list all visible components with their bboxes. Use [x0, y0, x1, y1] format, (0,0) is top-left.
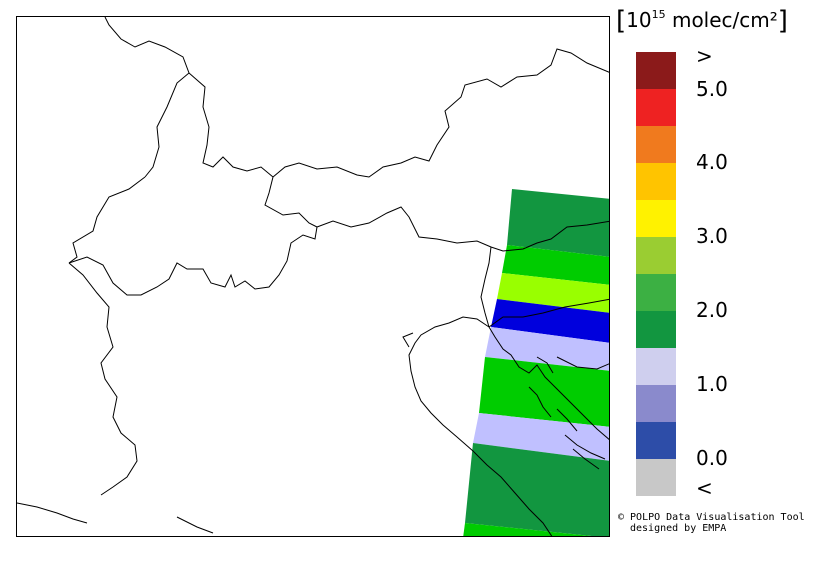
legend-swatch [636, 385, 676, 422]
legend-label: 4.0 [696, 150, 728, 174]
swath-band [497, 273, 609, 313]
border-switzerland-south [68, 226, 318, 296]
border-slovenia-croatia [488, 298, 609, 328]
legend-swatch [636, 311, 676, 348]
swath-band [485, 327, 609, 371]
legend-label: 1.0 [696, 372, 728, 396]
coast-italy-adriatic [408, 316, 553, 536]
swath-band [491, 299, 609, 343]
swath-band [479, 357, 609, 427]
swath-band [507, 189, 609, 257]
border-czech [272, 48, 609, 178]
legend-swatch [636, 274, 676, 311]
coast-croatia-islands [528, 356, 606, 470]
legend-swatch [636, 459, 676, 496]
border-france-italy [68, 262, 138, 496]
legend-label: 0.0 [696, 446, 728, 470]
unit-bracket-close: ] [777, 6, 788, 36]
legend-label: 2.0 [696, 298, 728, 322]
border-croatia-bosnia [556, 356, 609, 370]
border-france-germany [104, 17, 190, 178]
legend-swatch [636, 89, 676, 126]
swath-band [463, 523, 592, 536]
swath-band [502, 245, 609, 285]
legend-swatch [636, 237, 676, 274]
legend-label: 5.0 [696, 77, 728, 101]
coast-liguria [17, 502, 88, 524]
credit-text: © POLPO Data Visualisation Tool designed… [618, 512, 805, 534]
unit-base: 10 [626, 8, 652, 32]
coastlines [17, 316, 609, 536]
legend-swatch [636, 52, 676, 89]
map-frame[interactable] [16, 16, 610, 537]
legend-label: > [696, 44, 713, 68]
legend-swatch [636, 200, 676, 237]
legend-swatch [636, 126, 676, 163]
credit-line-2: designed by EMPA [630, 523, 727, 534]
legend-swatch [636, 422, 676, 459]
legend-swatch [636, 163, 676, 200]
border-austria-italy [316, 206, 609, 252]
unit-exponent: 15 [651, 8, 666, 21]
swath-band [473, 413, 609, 461]
legend-swatch [636, 348, 676, 385]
unit-text: molec/cm² [665, 8, 778, 32]
coast-croatia-istria [488, 326, 609, 440]
satellite-swath [463, 189, 609, 536]
coast-tyrrhenian [176, 516, 214, 534]
unit-bracket-open: [ [616, 6, 627, 36]
legend-label: < [696, 476, 713, 500]
border-switzerland-east [264, 176, 318, 228]
border-germany-north [188, 72, 274, 178]
unit-label: [1015 molec/cm²] [616, 6, 788, 36]
map-canvas [17, 17, 609, 536]
credit-line-1: © POLPO Data Visualisation Tool [618, 512, 805, 523]
coast-venice [402, 332, 414, 348]
border-italy-slovenia [480, 246, 492, 328]
swath-band [465, 443, 609, 536]
border-switzerland [68, 176, 146, 264]
legend-label: 3.0 [696, 224, 728, 248]
country-borders [68, 17, 609, 496]
